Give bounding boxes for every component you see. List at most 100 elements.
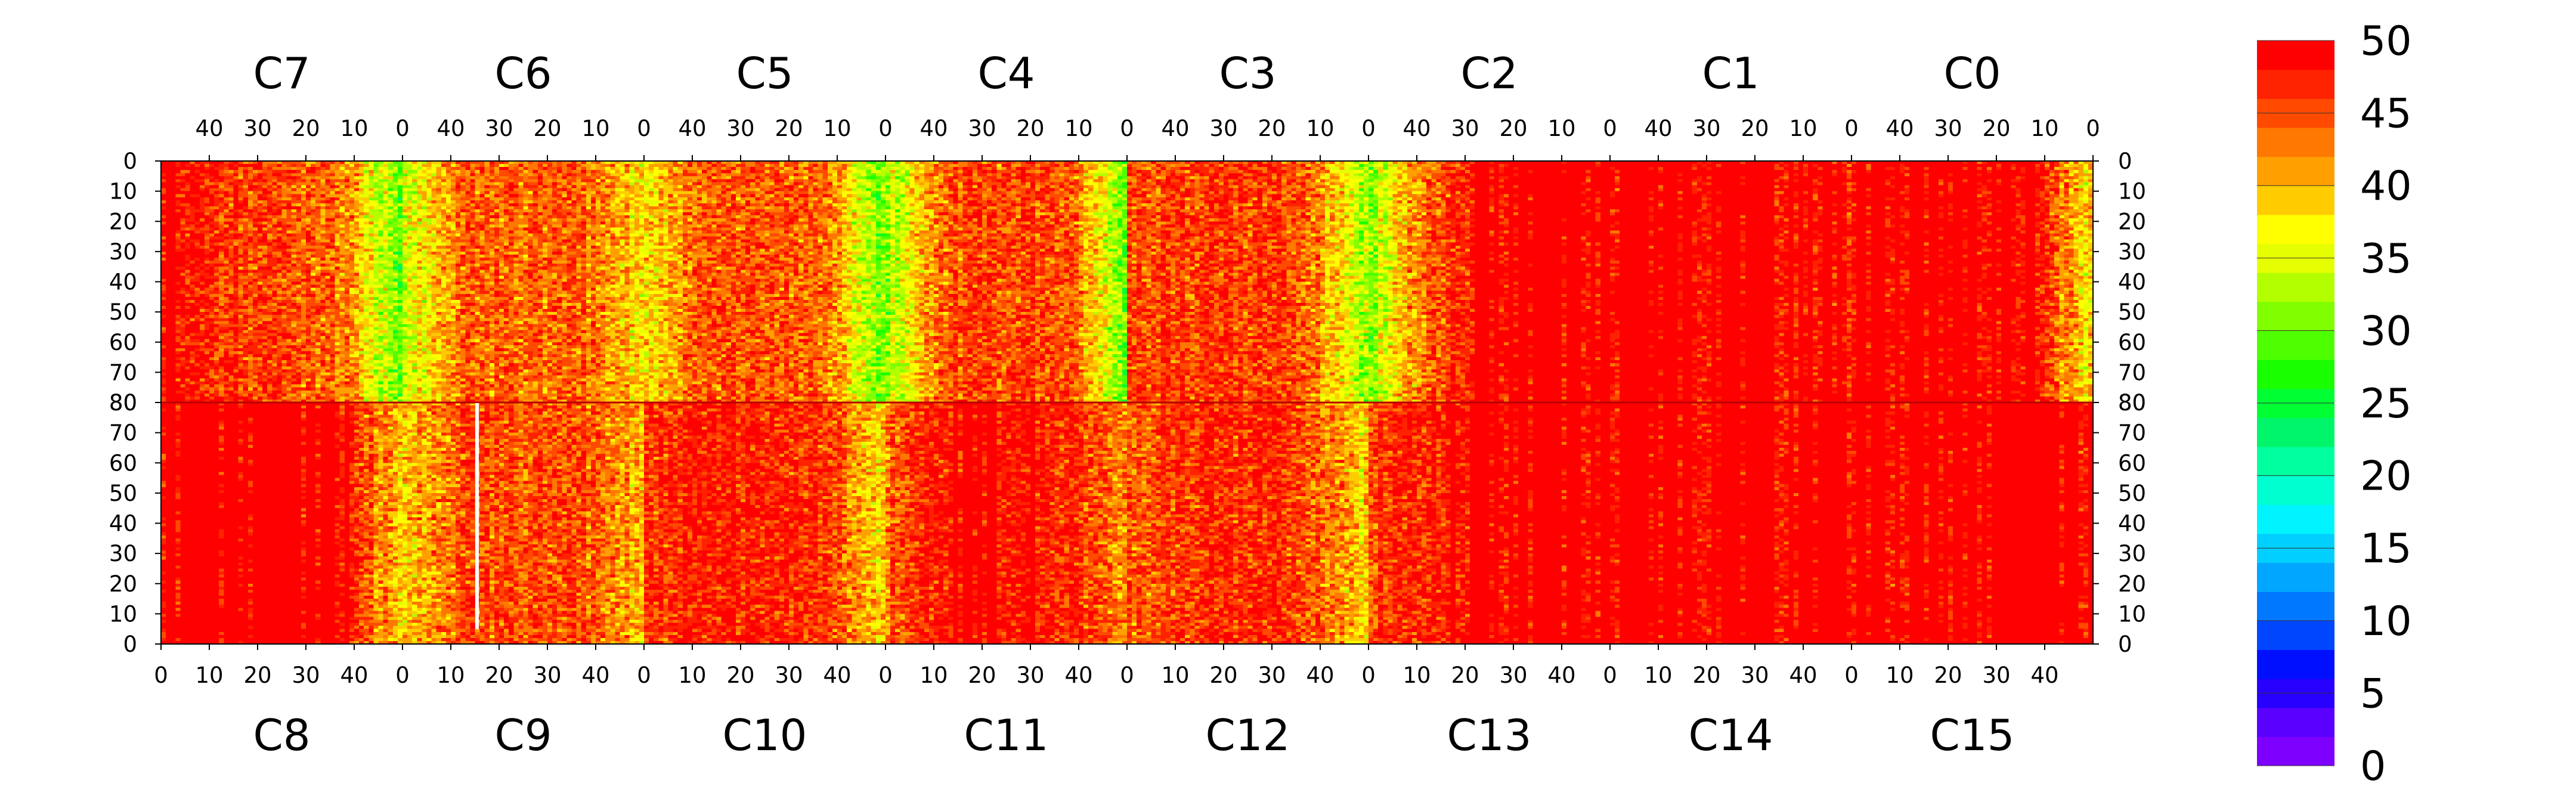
colorbar-tick-label: 5	[2360, 670, 2386, 717]
colorbar-segment	[2257, 69, 2334, 99]
x-tick-label: 30	[1451, 116, 1479, 141]
x-tick-label: 10	[1402, 662, 1431, 688]
colorbar-segment	[2257, 504, 2334, 534]
x-tick-label: 10	[1789, 116, 1817, 141]
x-tick-label: 40	[1064, 662, 1092, 688]
x-tick-label: 0	[878, 662, 893, 688]
y-tick-label: 70	[2118, 420, 2146, 446]
x-tick-label: 0	[1603, 116, 1617, 141]
chip-label: C6	[494, 48, 552, 98]
chip-label: C1	[1702, 48, 1759, 98]
y-tick-label: 0	[2118, 148, 2132, 174]
colorbar-segment	[2257, 156, 2334, 186]
x-tick-label: 0	[395, 116, 410, 141]
colorbar-segment	[2257, 707, 2334, 737]
colorbar-tick-label: 25	[2360, 380, 2412, 428]
x-tick-label: 30	[1934, 116, 1962, 141]
colorbar-segment	[2257, 562, 2334, 592]
colorbar-segment	[2257, 127, 2334, 157]
colorbar-segment	[2257, 301, 2334, 331]
x-tick-label: 30	[1258, 662, 1286, 688]
y-tick-label: 70	[2118, 360, 2146, 385]
x-tick-label: 10	[1885, 662, 1914, 688]
colorbar-segment	[2257, 330, 2334, 360]
y-tick-label: 60	[109, 450, 137, 476]
chip-label: C0	[1943, 48, 2001, 98]
y-tick-label: 10	[109, 601, 137, 627]
x-ticks-top: 40 30 20 10 0 40 30 20 10 0 40 30 20 10 0 40 30 20 10 0 40 30…	[195, 116, 2100, 161]
x-tick-label: 40	[1644, 116, 1672, 141]
x-tick-label: 20	[968, 662, 996, 688]
x-tick-label: 30	[775, 662, 803, 688]
x-tick-label: 10	[1547, 116, 1575, 141]
y-tick-label: 10	[2118, 179, 2146, 205]
x-tick-label: 0	[637, 116, 651, 141]
y-tick-label: 20	[109, 571, 137, 597]
colorbar	[2257, 41, 2334, 766]
chip-labels-top: C7 C6 C5 C4 C3 C2 C1 C0	[253, 48, 2001, 98]
x-tick-label: 20	[243, 662, 271, 688]
y-tick-label: 50	[2118, 299, 2146, 325]
plot-frame	[160, 160, 2094, 645]
x-tick-label: 20	[1209, 662, 1237, 688]
x-tick-label: 10	[678, 662, 706, 688]
colorbar-segment	[2257, 592, 2334, 621]
chip-label: C3	[1219, 48, 1276, 98]
y-tick-label: 0	[123, 631, 137, 657]
colorbar-tick-label: 50	[2360, 18, 2412, 65]
x-tick-label: 30	[533, 662, 561, 688]
x-ticks-bottom: 0 10 20 30 40 0 10 20 30 40 0 10 20 30 40 0 10 20 30 40 0 10 2…	[154, 644, 2059, 688]
y-tick-label: 30	[109, 541, 137, 566]
colorbar-segment	[2257, 273, 2334, 302]
x-tick-label: 0	[637, 662, 651, 688]
y-tick-label: 30	[2118, 541, 2146, 566]
x-tick-label: 0	[1120, 116, 1134, 141]
x-tick-label: 30	[292, 662, 320, 688]
x-tick-label: 0	[1120, 662, 1134, 688]
y-tick-label: 10	[109, 179, 137, 205]
x-tick-label: 20	[726, 662, 754, 688]
colorbar-tick-label: 10	[2360, 598, 2412, 645]
colorbar-segment	[2257, 475, 2334, 505]
chip-label: C15	[1930, 710, 2015, 760]
y-tick-label: 60	[109, 330, 137, 355]
x-tick-label: 10	[1644, 662, 1672, 688]
x-tick-label: 20	[1258, 116, 1286, 141]
y-tick-label: 80	[109, 390, 137, 416]
x-tick-label: 10	[581, 116, 609, 141]
chip-label: C4	[977, 48, 1035, 98]
x-tick-label: 10	[340, 116, 368, 141]
colorbar-tick-label: 20	[2360, 453, 2412, 500]
x-tick-label: 0	[1361, 662, 1376, 688]
x-tick-label: 40	[1402, 116, 1431, 141]
y-tick-label: 30	[2118, 239, 2146, 265]
x-tick-label: 0	[1361, 116, 1376, 141]
y-tick-label: 10	[2118, 601, 2146, 627]
chip-labels-bottom: C8 C9 C10 C11 C12 C13 C14 C15	[253, 710, 2014, 760]
colorbar-tick-label: 45	[2360, 91, 2412, 138]
x-tick-label: 30	[1692, 116, 1720, 141]
x-tick-label: 20	[1741, 116, 1769, 141]
x-tick-label: 20	[533, 116, 561, 141]
x-tick-label: 20	[292, 116, 320, 141]
x-tick-label: 40	[678, 116, 706, 141]
y-tick-label: 40	[109, 270, 137, 295]
x-tick-label: 40	[1547, 662, 1575, 688]
x-tick-label: 30	[1209, 116, 1237, 141]
x-tick-label: 40	[1161, 116, 1189, 141]
x-tick-label: 10	[1161, 662, 1189, 688]
colorbar-segment	[2257, 214, 2334, 244]
y-tick-label: 50	[109, 299, 137, 325]
y-tick-label: 40	[2118, 511, 2146, 537]
chip-label: C9	[494, 710, 552, 760]
y-tick-label: 80	[2118, 390, 2146, 416]
y-tick-label: 0	[123, 148, 137, 174]
colorbar-segment	[2257, 185, 2334, 215]
x-tick-label: 40	[195, 116, 223, 141]
x-tick-label: 10	[2030, 116, 2058, 141]
colorbar-tick-label: 30	[2360, 308, 2412, 355]
x-tick-label: 0	[395, 662, 410, 688]
y-tick-label: 20	[109, 209, 137, 234]
